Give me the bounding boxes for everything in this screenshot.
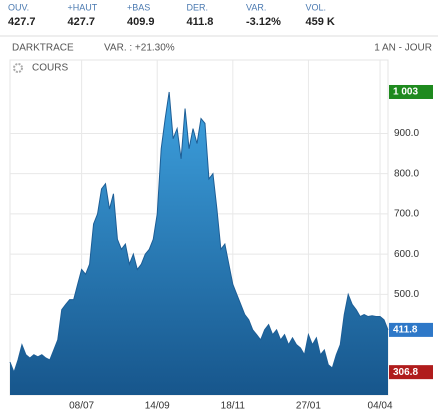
quote-value: 427.7	[68, 16, 96, 28]
x-tick-label: 14/09	[145, 401, 170, 412]
quote-label: OUV.	[8, 2, 29, 12]
price-marker	[389, 322, 433, 337]
price-line	[9, 91, 389, 374]
quote-value: 409.9	[127, 16, 155, 28]
y-tick-label: 700.0	[394, 209, 419, 220]
quote-label: DER.	[187, 2, 209, 12]
price-marker-label: 306.8	[393, 367, 418, 378]
y-tick-label: 900.0	[394, 128, 419, 139]
quote-value: -3.12%	[246, 16, 281, 28]
area-fill	[10, 91, 388, 396]
price-marker-label: 1 003	[393, 87, 418, 98]
price-marker-label: 411.8	[393, 325, 418, 336]
y-tick-label: 800.0	[394, 168, 419, 179]
x-tick-label: 18/11	[221, 401, 246, 412]
quote-label: +BAS	[127, 2, 150, 12]
y-tick-label: 600.0	[394, 249, 419, 260]
legend: COURS	[13, 63, 68, 74]
x-tick-label: 04/04	[368, 401, 393, 412]
quote-label: +HAUT	[68, 2, 98, 12]
instrument-name: DARKTRACE	[12, 43, 74, 54]
x-tick-label: 08/07	[69, 401, 94, 412]
settings-icon[interactable]	[13, 63, 23, 73]
period-variation: VAR. : +21.30%	[104, 43, 175, 54]
period: 1 AN - JOUR	[374, 43, 432, 54]
legend-label: COURS	[32, 63, 68, 74]
quote-label: VAR.	[246, 2, 266, 12]
y-tick-label: 500.0	[394, 289, 419, 300]
quote-value: 411.8	[187, 16, 214, 28]
price-marker	[389, 365, 433, 380]
quote-value: 427.7	[8, 16, 36, 28]
x-tick-label: 27/01	[296, 401, 321, 412]
quote-value: 459 K	[306, 16, 335, 28]
price-marker	[389, 84, 433, 99]
quote-label: VOL.	[306, 2, 327, 12]
